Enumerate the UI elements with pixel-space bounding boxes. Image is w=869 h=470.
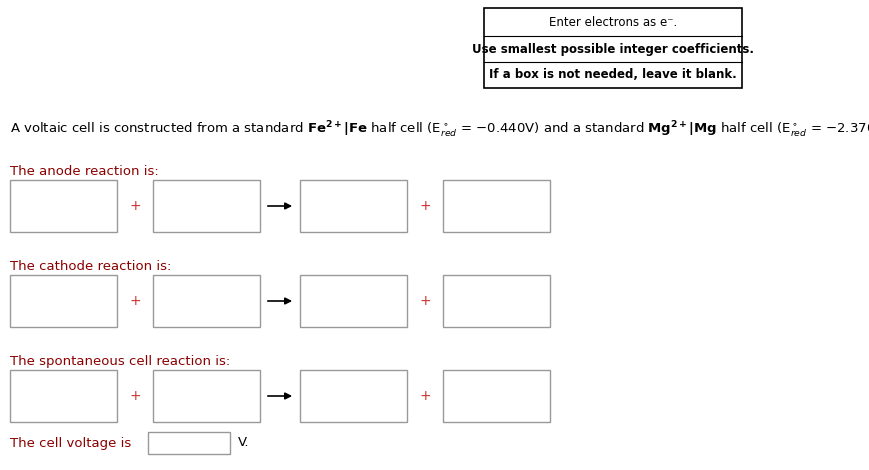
Text: Use smallest possible integer coefficients.: Use smallest possible integer coefficien… — [472, 42, 753, 55]
Text: If a box is not needed, leave it blank.: If a box is not needed, leave it blank. — [488, 69, 736, 81]
Bar — [153, 275, 260, 327]
Text: +: + — [419, 389, 430, 403]
Text: +: + — [419, 199, 430, 213]
Text: A voltaic cell is constructed from a standard $\mathbf{Fe^{2+}}$$\mathbf{|}$$\ma: A voltaic cell is constructed from a sta… — [10, 120, 869, 140]
Bar — [148, 432, 229, 454]
Text: The cell voltage is: The cell voltage is — [10, 437, 131, 449]
Text: The anode reaction is:: The anode reaction is: — [10, 165, 158, 178]
Bar — [442, 180, 549, 232]
Text: +: + — [129, 389, 141, 403]
Text: +: + — [129, 199, 141, 213]
Text: Enter electrons as e⁻.: Enter electrons as e⁻. — [548, 16, 676, 29]
Bar — [300, 180, 407, 232]
Bar — [442, 275, 549, 327]
Bar — [483, 8, 741, 88]
Bar — [300, 370, 407, 422]
Bar — [10, 180, 116, 232]
Bar — [153, 180, 260, 232]
Bar — [442, 370, 549, 422]
Text: V.: V. — [238, 437, 249, 449]
Bar — [10, 370, 116, 422]
Text: +: + — [129, 294, 141, 308]
Bar — [300, 275, 407, 327]
Text: The cathode reaction is:: The cathode reaction is: — [10, 260, 171, 273]
Text: The spontaneous cell reaction is:: The spontaneous cell reaction is: — [10, 355, 230, 368]
Bar — [10, 275, 116, 327]
Bar — [153, 370, 260, 422]
Text: +: + — [419, 294, 430, 308]
